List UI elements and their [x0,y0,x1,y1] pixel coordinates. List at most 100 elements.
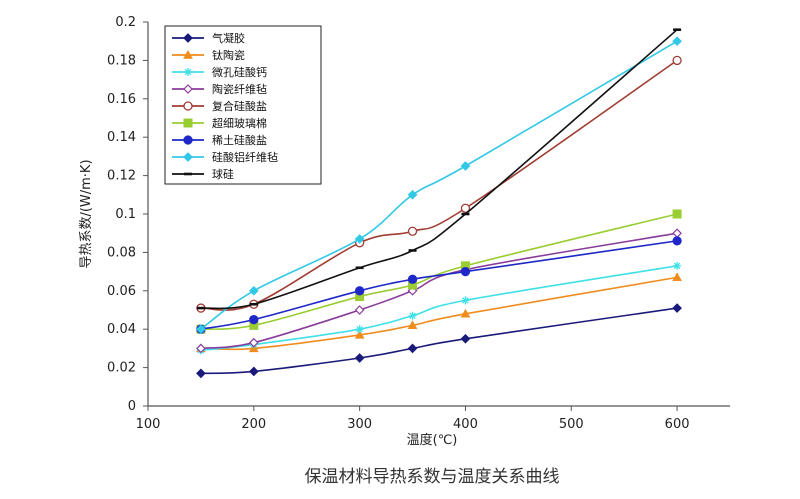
legend-item: 微孔硅酸钙 [172,65,267,79]
x-tick-label: 100 [136,417,161,432]
data-point [196,343,206,354]
legend-swatch-marker [183,49,193,59]
y-tick-label: 0.16 [107,92,136,107]
y-tick-label: 0.08 [107,245,136,260]
data-point [354,329,365,339]
data-point [672,209,682,219]
data-point [248,366,259,377]
x-tick-label: 200 [241,417,266,432]
data-point [672,36,682,47]
series-layer [196,28,682,379]
legend-swatch-marker [183,118,193,128]
data-point [672,228,682,239]
series-path [200,276,678,351]
legend-item: 陶瓷纤维毡 [172,82,267,96]
y-axis-label: 导热系数/(W/m·K) [79,159,94,268]
legend-label: 微孔硅酸钙 [212,65,267,79]
data-point [673,28,682,31]
data-point [355,325,364,334]
legend-item: 超细玻璃棉 [172,116,267,130]
legend-item: 复合硅酸盐 [172,99,267,113]
x-axis-label: 温度(℃) [407,432,458,448]
x-tick-group: 100 200 300 400 500 600 [136,406,690,432]
legend-swatch-marker [183,84,193,94]
data-point [249,314,259,325]
legend-label: 气凝胶 [212,31,245,45]
y-tick-label: 0.18 [107,53,136,68]
legend-item: 钛陶瓷 [172,48,245,62]
data-point [407,274,418,284]
y-tick-label: 0 [128,399,136,414]
series-line [196,228,682,354]
data-point [673,261,682,270]
data-point [354,286,365,296]
data-point [407,189,418,200]
x-tick-label: 600 [665,417,690,432]
data-point [196,306,205,310]
legend-item: 气凝胶 [172,31,245,45]
data-point [672,303,682,313]
y-tick-label: 0.04 [107,322,136,337]
legend-swatch-marker [184,172,192,176]
data-point [672,272,682,282]
x-tick-label: 400 [453,417,478,432]
legend-label: 稀土硅酸盐 [212,133,267,147]
y-tick-label: 0.12 [107,169,136,184]
y-tick-group: 0 0.02 0.04 0.06 0.08 0.1 0.12 0.14 0.16 0.18 0.2 [107,15,148,414]
series-line [196,272,682,353]
series-path [200,240,678,330]
data-point [248,285,259,296]
legend-label: 超细玻璃棉 [212,116,267,130]
data-point [460,266,471,277]
y-tick-label: 0.06 [107,284,136,299]
y-tick-label: 0.14 [107,130,136,145]
data-point [672,236,682,246]
legend-swatch-marker [183,152,193,162]
data-point [460,203,471,213]
data-point [196,368,206,379]
series-line [196,303,682,379]
series-line [196,36,682,335]
data-point [408,311,417,320]
legend-item: 稀土硅酸盐 [172,133,267,147]
data-point [354,353,365,363]
x-tick-label: 300 [347,417,372,432]
data-point [461,212,470,216]
legend-label: 复合硅酸盐 [212,99,267,113]
data-point [407,226,418,236]
data-point [460,161,471,171]
series-line [196,28,682,310]
data-point [354,305,365,315]
series-line [196,236,682,334]
legend-label: 球硅 [212,167,234,181]
legend-swatch-marker [183,135,193,145]
legend-swatch-marker [184,68,192,76]
data-point [248,337,259,348]
data-point [196,324,206,335]
data-point [354,234,365,244]
data-point [460,333,471,344]
chart-caption: 保温材料导热系数与温度关系曲线 [305,467,560,487]
series-path [200,213,678,330]
data-point [672,55,682,66]
data-point [461,296,470,305]
series-path [200,307,678,375]
x-tick-label: 500 [559,417,584,432]
y-tick-label: 0.1 [115,207,136,222]
legend-label: 陶瓷纤维毡 [212,82,267,96]
data-point [407,343,418,354]
data-point [407,320,418,330]
data-point [408,249,417,252]
legend-swatch-marker [183,33,193,43]
legend-item: 硅酸铝纤维毡 [172,150,278,164]
y-tick-label: 0.02 [107,361,136,376]
data-point [355,266,364,270]
data-point [249,302,258,306]
data-point [460,308,471,318]
legend-item: 球硅 [172,167,234,181]
y-tick-label: 0.2 [115,15,136,30]
legend-label: 硅酸铝纤维毡 [212,150,278,164]
